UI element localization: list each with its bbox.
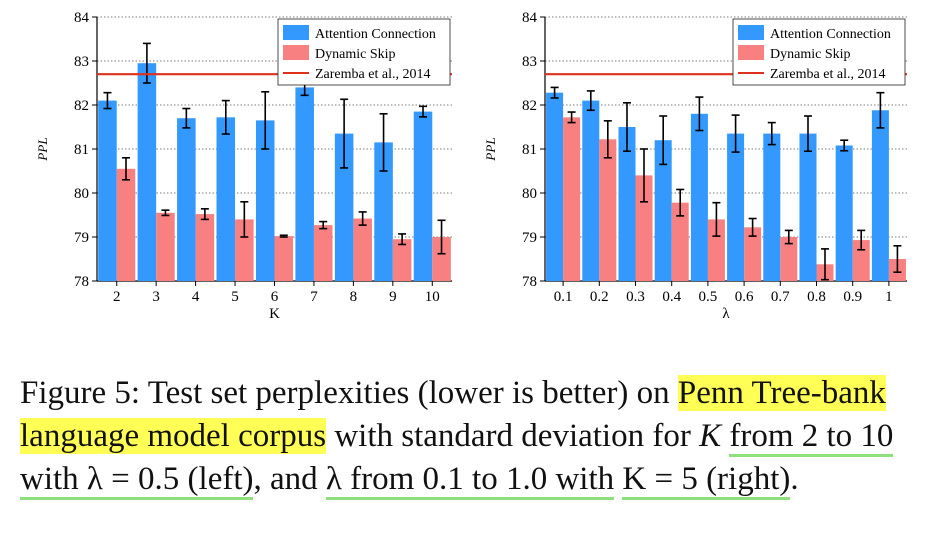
right-y-tick-label: 78 bbox=[522, 274, 537, 290]
left-x-tick-label: 2 bbox=[113, 289, 121, 305]
right-attention-bar bbox=[690, 113, 708, 281]
right-x-tick-label: 0.1 bbox=[554, 289, 573, 305]
right-x-tick-label: 0.7 bbox=[771, 289, 790, 305]
left-x-tick-label: 6 bbox=[271, 289, 279, 305]
right-attention-bar bbox=[654, 140, 672, 281]
right-skip-bar bbox=[563, 117, 581, 281]
left-attention-bar bbox=[295, 87, 314, 282]
left-y-tick-label: 84 bbox=[74, 10, 90, 26]
left-attention-bar bbox=[334, 133, 354, 281]
left-skip-bar bbox=[313, 225, 333, 281]
left-y-tick-label: 82 bbox=[74, 98, 89, 114]
left-attention-bar bbox=[137, 63, 157, 282]
left-attention-bar bbox=[413, 111, 433, 281]
caption-math-k: K bbox=[699, 418, 722, 454]
right-legend-label-attention: Attention Connection bbox=[770, 27, 891, 42]
right-x-tick-label: 0.2 bbox=[590, 289, 609, 305]
left-attention-bar bbox=[374, 142, 393, 281]
right-y-axis-label: PPL bbox=[483, 137, 498, 161]
right-legend-label-skip: Dynamic Skip bbox=[770, 47, 851, 62]
right-attention-bar bbox=[582, 100, 600, 281]
left-x-axis-label: K bbox=[269, 306, 280, 322]
left-legend-swatch-skip bbox=[283, 45, 309, 60]
right-x-tick-label: 0.8 bbox=[807, 289, 826, 305]
left-y-tick-label: 81 bbox=[74, 142, 89, 158]
right-skip-bar bbox=[671, 202, 689, 281]
left-skip-bar bbox=[353, 218, 372, 281]
caption-underline-lambda: λ from 0.1 to 1.0 with bbox=[325, 461, 615, 500]
right-y-tick-label: 84 bbox=[522, 10, 538, 26]
left-skip-bar bbox=[116, 168, 136, 281]
right-legend-swatch-skip bbox=[738, 45, 764, 60]
left-y-tick-label: 80 bbox=[74, 186, 89, 202]
right-attention-bar bbox=[871, 110, 889, 281]
left-attention-bar bbox=[216, 117, 236, 281]
right-x-tick-label: 0.5 bbox=[699, 289, 718, 305]
left-attention-bar bbox=[177, 118, 196, 281]
right-attention-bar bbox=[546, 92, 564, 282]
left-y-tick-label: 78 bbox=[74, 274, 89, 290]
right-skip-bar bbox=[707, 219, 725, 281]
left-y-axis-label: PPL bbox=[35, 137, 50, 161]
right-skip-bar bbox=[635, 175, 653, 281]
right-attention-bar bbox=[618, 127, 636, 281]
left-x-tick-label: 9 bbox=[389, 289, 397, 305]
right-x-axis-label: λ bbox=[722, 306, 730, 322]
left-x-tick-label: 3 bbox=[152, 289, 160, 305]
left-skip-bar bbox=[392, 239, 412, 281]
right-attention-bar bbox=[835, 145, 853, 281]
right-x-tick-label: 0.9 bbox=[843, 289, 862, 305]
left-attention-bar bbox=[98, 100, 117, 281]
left-skip-bar bbox=[195, 214, 215, 281]
right-x-tick-label: 0.6 bbox=[735, 289, 754, 305]
right-y-tick-label: 79 bbox=[522, 230, 537, 246]
right-x-tick-label: 1 bbox=[885, 289, 893, 305]
right-y-tick-label: 82 bbox=[522, 98, 537, 114]
left-legend-label-attention: Attention Connection bbox=[315, 27, 436, 42]
right-attention-bar bbox=[799, 133, 817, 281]
right-legend-swatch-attention bbox=[738, 25, 764, 40]
caption-and: , and bbox=[253, 461, 326, 497]
right-y-tick-label: 81 bbox=[522, 142, 537, 158]
right-skip-bar bbox=[780, 237, 798, 281]
left-x-tick-label: 10 bbox=[425, 289, 440, 305]
left-skip-bar bbox=[274, 236, 294, 281]
right-skip-bar bbox=[744, 227, 762, 281]
left-skip-bar bbox=[235, 219, 254, 281]
caption-underline-right: K = 5 (right) bbox=[622, 461, 791, 500]
left-legend-label-reference: Zaremba et al., 2014 bbox=[315, 67, 430, 82]
left-x-tick-label: 4 bbox=[192, 289, 200, 305]
figure-caption: Figure 5: Test set perplexities (lower i… bbox=[20, 372, 930, 501]
right-y-tick-label: 80 bbox=[522, 186, 537, 202]
caption-underline-left: from 2 to 10 with λ = 0.5 (left) bbox=[20, 418, 894, 500]
right-attention-bar bbox=[727, 133, 745, 281]
right-skip-bar bbox=[599, 139, 617, 281]
left-skip-bar bbox=[432, 237, 451, 281]
right-legend-label-reference: Zaremba et al., 2014 bbox=[770, 67, 885, 82]
left-y-tick-label: 79 bbox=[74, 230, 89, 246]
right-y-tick-label: 83 bbox=[522, 54, 537, 70]
left-y-tick-label: 83 bbox=[74, 54, 89, 70]
left-x-tick-label: 5 bbox=[231, 289, 239, 305]
left-legend-swatch-attention bbox=[283, 25, 309, 40]
left-x-tick-label: 7 bbox=[310, 289, 318, 305]
left-x-tick-label: 8 bbox=[350, 289, 358, 305]
right-x-tick-label: 0.3 bbox=[626, 289, 645, 305]
caption-prefix: Figure 5: Test set perplexities (lower i… bbox=[20, 375, 678, 411]
caption-middle: with standard deviation for bbox=[326, 418, 700, 454]
right-chart: 78 79 80 81 82 83 84 0.1 0.2 0.3 0.4 0.5 0.6 0.7 0.8 0.… bbox=[483, 10, 907, 322]
left-skip-bar bbox=[156, 212, 175, 281]
right-x-tick-label: 0.4 bbox=[662, 289, 681, 305]
right-attention-bar bbox=[763, 133, 781, 281]
right-skip-bar bbox=[852, 240, 870, 281]
caption-end: . bbox=[790, 461, 799, 497]
left-legend-label-skip: Dynamic Skip bbox=[315, 47, 396, 62]
left-attention-bar bbox=[255, 120, 275, 282]
